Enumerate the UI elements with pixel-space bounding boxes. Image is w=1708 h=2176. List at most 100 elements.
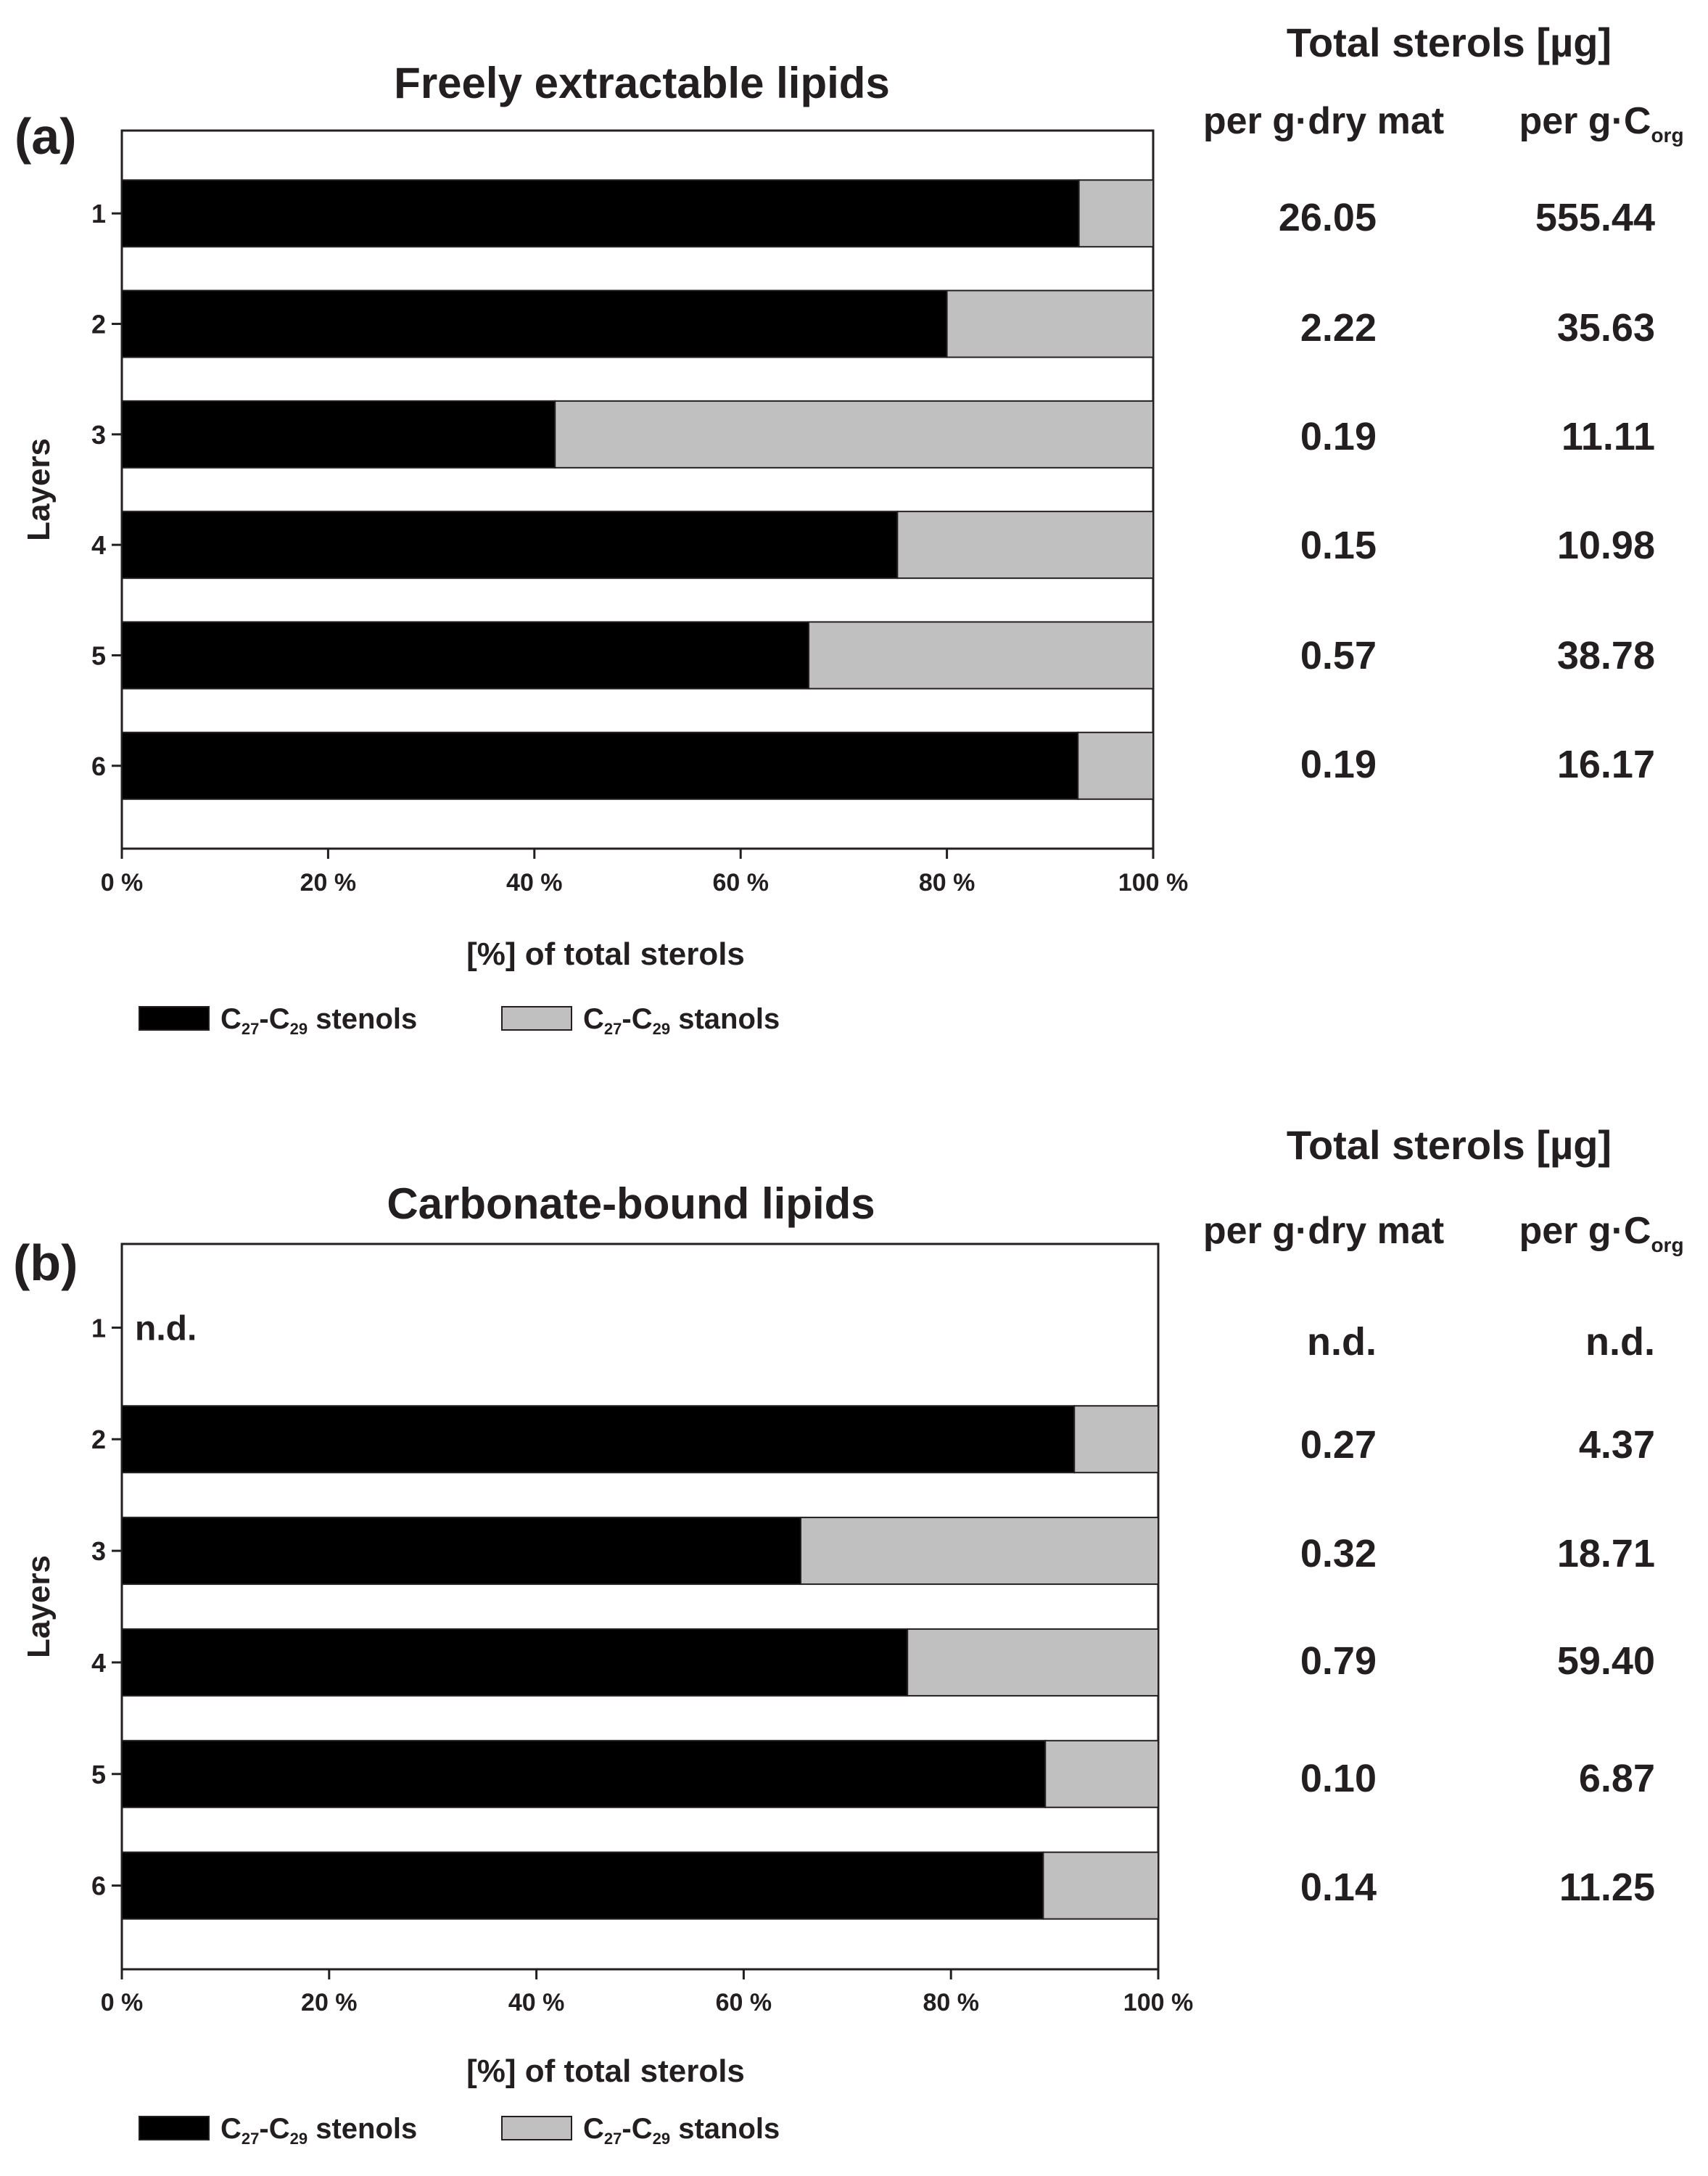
side-table-dry-mat-value: 0.19 — [1300, 743, 1377, 786]
side-table-corg-value: 4.37 — [1579, 1423, 1655, 1467]
chart-panel-a: (a) Freely extractable lipids Layers 1 2 3 4 5 6… — [15, 20, 1684, 1038]
y-tick-label: 5 — [91, 1760, 106, 1789]
bar-stanols-layer-2 — [1073, 1405, 1159, 1474]
legend-label-stanols: C27-C29 stanols — [583, 1003, 780, 1038]
side-table-dry-mat-value: 0.32 — [1300, 1532, 1377, 1575]
side-table-corg-value: 11.25 — [1559, 1866, 1655, 1909]
bar-stenols-layer-5 — [121, 1739, 1047, 1808]
chart-title: Freely extractable lipids — [394, 59, 890, 107]
side-table-corg-value: 11.11 — [1561, 415, 1655, 458]
bar-stanols-layer-4 — [907, 1628, 1159, 1697]
x-axis-label-rest: of total sterols — [525, 2053, 745, 2089]
bar-stanols-layer-6 — [1042, 1851, 1159, 1920]
x-axis-label-bracket: [%] — [466, 2053, 516, 2089]
side-table-corg-value: 59.40 — [1557, 1639, 1655, 1683]
bar-stenols-layer-6 — [121, 1851, 1044, 1920]
x-axis-label-bracket: [%] — [466, 936, 516, 972]
bar-stanols-layer-5 — [1044, 1739, 1160, 1808]
side-table-corg-value: 35.63 — [1557, 306, 1655, 350]
y-tick-label: 6 — [91, 751, 106, 781]
side-table-dry-mat-value: 0.19 — [1300, 415, 1377, 458]
y-tick-label: 4 — [91, 1648, 106, 1678]
x-tick-label: 100 % — [1123, 1989, 1193, 2016]
legend-swatch-stanols — [501, 2116, 572, 2140]
side-table-corg-value: 10.98 — [1557, 524, 1655, 567]
side-table-corg-value: n.d. — [1585, 1320, 1655, 1364]
bar-stenols-layer-4 — [121, 511, 899, 580]
x-tick-label: 60 % — [712, 869, 769, 897]
legend-swatch-stenols — [139, 1006, 210, 1031]
bar-stenols-layer-6 — [121, 731, 1079, 800]
side-table-corg-value: 18.71 — [1557, 1532, 1655, 1575]
legend-swatch-stenols — [139, 2116, 210, 2140]
x-tick-label: 0 % — [101, 869, 144, 897]
bar-stenols-layer-3 — [121, 1517, 801, 1586]
y-tick-label: 1 — [91, 199, 106, 228]
y-axis-label: Layers — [21, 1555, 57, 1658]
side-table-dry-mat-value: 0.14 — [1300, 1866, 1377, 1909]
side-table-dry-mat-value: 0.15 — [1300, 524, 1377, 567]
y-tick-label: 5 — [91, 640, 106, 670]
x-tick-label: 80 % — [923, 1989, 979, 2016]
bar-stenols-layer-5 — [121, 621, 810, 690]
side-table-col2-header: per g·Corg — [1519, 100, 1683, 147]
bar-stenols-layer-2 — [121, 1405, 1076, 1474]
side-table-col2-header: per g·Corg — [1519, 1210, 1683, 1256]
bar-stanols-layer-2 — [946, 289, 1154, 358]
plot-frame — [120, 1242, 1160, 1971]
y-axis-label: Layers — [21, 438, 57, 541]
chart-panel-b: (b) Carbonate-bound lipids Layers 1 n.d. 2 3 4 5… — [13, 1122, 1684, 2148]
x-tick-label: 40 % — [506, 869, 563, 897]
bar-stanols-layer-5 — [808, 621, 1154, 690]
y-tick-label: 4 — [91, 530, 106, 560]
bar-stanols-layer-3 — [554, 400, 1154, 469]
x-tick-label: 40 % — [508, 1989, 565, 2016]
x-tick-label: 100 % — [1118, 869, 1188, 897]
side-table-dry-mat-value: n.d. — [1307, 1320, 1377, 1364]
side-table-col1-header: per g·dry mat — [1203, 100, 1444, 142]
bar-stenols-layer-2 — [121, 289, 948, 358]
bar-stanols-layer-1 — [1078, 179, 1154, 248]
bar-stenols-layer-3 — [121, 400, 556, 469]
bar-stanols-layer-4 — [896, 511, 1154, 580]
bar-stenols-layer-1 — [121, 179, 1080, 248]
y-tick-label: 6 — [91, 1871, 106, 1901]
legend-label-stenols: C27-C29 stenols — [220, 2113, 417, 2148]
side-table-heading: Total sterols [µg] — [1287, 20, 1612, 65]
x-tick-label: 80 % — [919, 869, 975, 897]
side-table-heading: Total sterols [µg] — [1287, 1122, 1612, 1168]
x-tick-label: 60 % — [716, 1989, 772, 2016]
side-table-corg-value: 16.17 — [1557, 743, 1655, 786]
not-detected-label: n.d. — [135, 1309, 197, 1348]
legend-label-stenols: C27-C29 stenols — [220, 1003, 417, 1038]
side-table-dry-mat-value: 0.27 — [1300, 1423, 1377, 1467]
x-axis-label: [%] of total sterols — [466, 936, 745, 972]
side-table-col1-header: per g·dry mat — [1203, 1210, 1444, 1252]
chart-title: Carbonate-bound lipids — [387, 1179, 875, 1228]
side-table-dry-mat-value: 0.57 — [1300, 634, 1377, 677]
side-table-corg-value: 38.78 — [1557, 634, 1655, 677]
x-tick-label: 0 % — [101, 1989, 144, 2016]
x-tick-label: 20 % — [300, 869, 357, 897]
side-table-corg-value: 6.87 — [1579, 1757, 1655, 1800]
side-table-dry-mat-value: 2.22 — [1300, 306, 1377, 350]
bar-stanols-layer-6 — [1077, 731, 1154, 800]
side-table-corg-value: 555.44 — [1535, 196, 1655, 239]
x-tick-label: 20 % — [301, 1989, 358, 2016]
side-table-dry-mat-value: 0.10 — [1300, 1757, 1377, 1800]
y-tick-label: 2 — [91, 1425, 106, 1454]
bar-stenols-layer-4 — [121, 1628, 909, 1697]
y-tick-label: 3 — [91, 1536, 106, 1566]
side-table-dry-mat-value: 0.79 — [1300, 1639, 1377, 1683]
side-table-dry-mat-value: 26.05 — [1279, 196, 1377, 239]
legend-label-stanols: C27-C29 stanols — [583, 2113, 780, 2148]
legend-swatch-stanols — [501, 1006, 572, 1031]
x-axis-label: [%] of total sterols — [466, 2053, 745, 2089]
panel-tag: (b) — [13, 1235, 78, 1291]
y-tick-label: 1 — [91, 1313, 106, 1343]
bar-stanols-layer-3 — [799, 1517, 1159, 1586]
panel-tag: (a) — [15, 108, 77, 165]
plot-frame — [120, 129, 1155, 850]
y-tick-label: 3 — [91, 420, 106, 450]
